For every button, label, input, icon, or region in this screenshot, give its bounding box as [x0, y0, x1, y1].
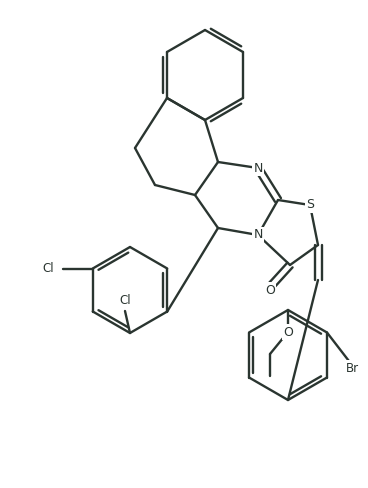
Text: O: O [283, 325, 293, 339]
Text: Cl: Cl [119, 293, 131, 306]
Text: N: N [253, 228, 263, 242]
Text: N: N [253, 162, 263, 175]
Text: S: S [306, 199, 314, 211]
Text: O: O [265, 284, 275, 297]
Text: Br: Br [346, 362, 358, 374]
Text: Cl: Cl [42, 262, 54, 275]
